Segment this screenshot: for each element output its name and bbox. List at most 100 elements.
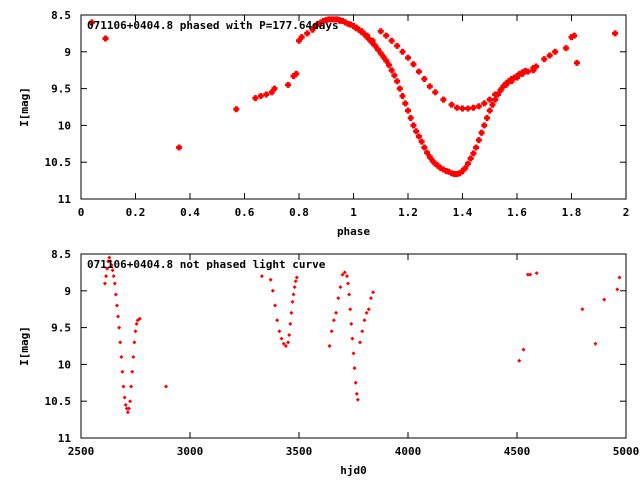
chart-0-y-tick-label: 10.5	[45, 156, 72, 169]
chart-1-data-point	[353, 380, 358, 385]
chart-1-data-point	[364, 310, 369, 315]
chart-1-data-point	[113, 292, 118, 297]
chart-1-data-point	[371, 290, 376, 295]
chart-0-data-point	[399, 92, 406, 99]
chart-0-data-point	[233, 106, 240, 113]
chart-1-data-point	[112, 281, 117, 286]
chart-1-data-point	[134, 321, 139, 326]
chart-1-data-point	[105, 266, 110, 271]
chart-0-data-point	[481, 100, 488, 107]
chart-0-data-point	[432, 89, 439, 96]
chart-1-data-point	[289, 310, 294, 315]
chart-1-data-point	[114, 303, 119, 308]
chart-1-data-point	[275, 318, 280, 323]
chart-1-data-point	[336, 296, 341, 301]
chart-0-data-point	[383, 32, 390, 39]
chart-0-data-point	[459, 105, 466, 112]
chart-1-data-point	[347, 292, 352, 297]
chart-1-data-point	[120, 369, 125, 374]
chart-1-data-point	[129, 384, 134, 389]
chart-1-data-point	[615, 287, 620, 292]
chart-1-data-point	[102, 281, 107, 286]
chart-1-data-point	[110, 268, 115, 273]
chart-1-data-point	[368, 296, 373, 301]
chart-0-data-point	[421, 76, 428, 83]
chart-0-data-point	[293, 70, 300, 77]
chart-0-data-point	[342, 19, 349, 26]
chart-1-data-point	[268, 277, 273, 282]
chart-1-data-point	[521, 347, 526, 352]
chart-1-data-point	[344, 274, 349, 279]
chart-0-data-point	[336, 17, 343, 24]
chart-1-data-point	[602, 297, 607, 302]
chart-0-y-tick-label: 11	[58, 193, 72, 206]
chart-0-data-point	[304, 30, 311, 37]
chart-1-y-tick-label: 8.5	[51, 248, 71, 261]
chart-1-data-point	[525, 272, 530, 277]
chart-1-title: 071106+0404.8 not phased light curve	[87, 258, 326, 271]
chart-1-x-tick-label: 3000	[177, 445, 204, 458]
chart-0-data-point	[252, 95, 259, 102]
chart-1-data-point	[617, 275, 622, 280]
chart-1-data-point	[293, 279, 298, 284]
chart-0-data-point	[176, 144, 183, 151]
chart-1-data-point	[128, 399, 133, 404]
chart-0-data-point	[541, 56, 548, 63]
chart-0-data-point	[364, 32, 371, 39]
chart-1-data-point	[118, 340, 123, 345]
chart-0-data-point	[464, 160, 471, 167]
chart-0-data-point	[298, 34, 305, 41]
chart-1-data-point	[360, 329, 365, 334]
chart-0-data-point	[396, 85, 403, 92]
chart-1-data-point	[334, 310, 339, 315]
chart-1-y-tick-label: 10.5	[45, 395, 72, 408]
chart-0-x-tick-label: 1.8	[562, 206, 582, 219]
chart-0-data-point	[394, 42, 401, 49]
chart-1-x-tick-label: 2500	[68, 445, 95, 458]
phased-light-curve-plot: 0 0.2 0.4 0.6 0.8 1 1.2 1.4 1.6 1.8 2 8.5 9 9.5 10 10.5…	[18, 9, 629, 238]
chart-0-x-tick-label: 1.2	[398, 206, 418, 219]
chart-0-data-point	[546, 52, 553, 59]
chart-0-data-point	[257, 92, 264, 99]
chart-0-x-axis-label: phase	[337, 225, 370, 238]
chart-1-data-point	[338, 285, 343, 290]
chart-0-data-point	[514, 74, 520, 81]
chart-1-data-point	[122, 395, 127, 400]
chart-0-data-point	[478, 129, 485, 136]
chart-0-y-tick-label: 9.5	[51, 83, 71, 96]
chart-0-data-point	[475, 103, 482, 110]
chart-0-data-point	[484, 115, 491, 122]
chart-0-data-point	[481, 122, 488, 129]
chart-0-data-point	[358, 28, 365, 35]
chart-0-data-point	[388, 37, 395, 44]
chart-0-data-point	[492, 96, 499, 103]
chart-1-x-tick-label: 3500	[286, 445, 313, 458]
chart-1-data-point	[116, 314, 121, 319]
chart-1-data-point	[125, 410, 130, 415]
chart-1-data-point	[352, 366, 357, 371]
chart-0-data-point	[508, 78, 515, 85]
chart-1-data-point	[593, 341, 598, 346]
chart-1-data-point	[131, 355, 136, 360]
chart-1-data-point	[290, 299, 295, 304]
chart-1-data-point	[279, 336, 284, 341]
chart-1-data-point	[132, 340, 137, 345]
chart-1-data-point	[362, 318, 367, 323]
chart-1-data-point	[294, 275, 299, 280]
chart-0-data-point	[353, 24, 360, 31]
chart-1-data-point	[342, 270, 347, 275]
chart-1-data-point	[123, 402, 128, 407]
chart-0-x-tick-label: 0.2	[126, 206, 146, 219]
chart-1-x-axis-label: hjd0	[340, 464, 367, 477]
chart-0-data-point	[410, 61, 417, 68]
chart-1-data-point	[277, 329, 282, 334]
chart-1-data-point	[355, 397, 360, 402]
chart-1-data-point	[108, 259, 113, 264]
chart-1-y-tick-label: 10	[58, 358, 71, 371]
chart-0-data-point	[88, 19, 95, 26]
chart-0-data-point	[470, 104, 477, 111]
chart-1-data-point	[340, 272, 345, 277]
chart-0-data-point	[519, 70, 526, 77]
chart-1-data-point	[354, 391, 359, 396]
chart-0-data-point	[285, 81, 292, 88]
